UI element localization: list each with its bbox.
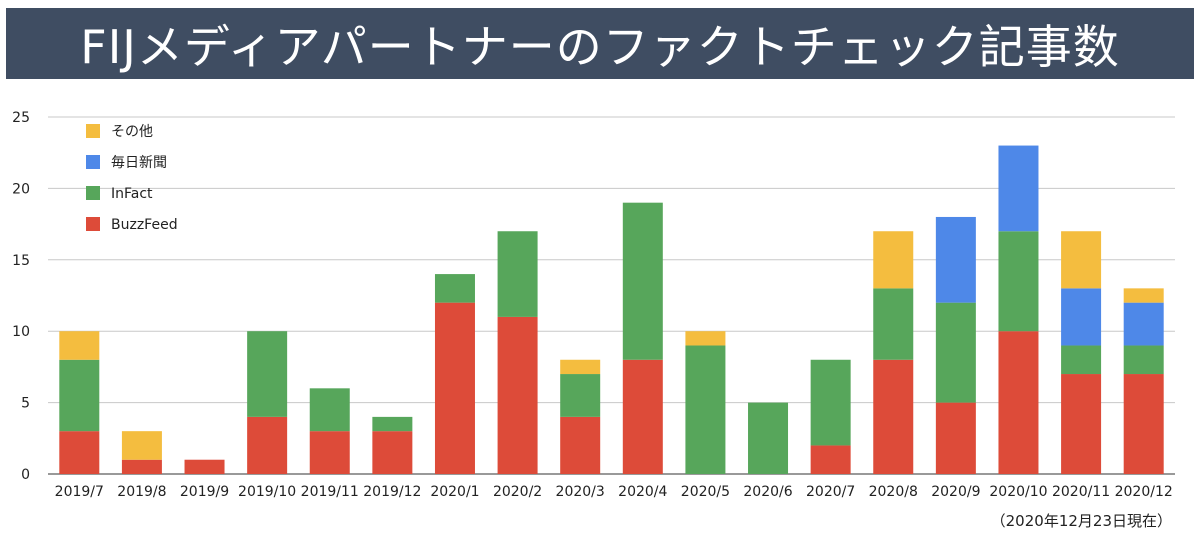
- x-tick-label: 2019/7: [55, 484, 104, 500]
- legend-swatch: [86, 124, 100, 138]
- bar-segment: [998, 331, 1039, 474]
- bar-segment: [309, 431, 350, 474]
- x-tick-label: 2019/10: [238, 484, 296, 500]
- bar-segment: [810, 359, 851, 446]
- y-tick-label: 25: [12, 110, 30, 126]
- chart-title: FIJメディアパートナーのファクトチェック記事数: [80, 19, 1120, 74]
- x-tick-label: 2019/8: [117, 484, 166, 500]
- x-tick-label: 2020/4: [618, 484, 667, 500]
- bar-segment: [873, 288, 914, 360]
- bar-segment: [1061, 288, 1102, 346]
- legend-label: BuzzFeed: [111, 217, 178, 233]
- bar-segment: [998, 231, 1039, 332]
- legend-label: 毎日新聞: [111, 155, 167, 171]
- bar-segment: [560, 359, 601, 375]
- y-tick-label: 5: [21, 396, 30, 412]
- bar-segment: [685, 331, 726, 346]
- bar-segment: [497, 231, 538, 317]
- x-tick-label: 2019/9: [180, 484, 229, 500]
- x-tick-label: 2019/11: [301, 484, 359, 500]
- x-tick-label: 2020/5: [681, 484, 730, 500]
- bar-segment: [247, 416, 288, 474]
- bar-segment: [309, 388, 350, 432]
- bar-segment: [434, 274, 475, 303]
- legend-swatch: [86, 155, 100, 169]
- x-tick-label: 2020/2: [493, 484, 542, 500]
- x-tick-label: 2020/6: [743, 484, 792, 500]
- x-tick-label: 2020/12: [1115, 484, 1173, 500]
- bar-segment: [622, 202, 663, 360]
- footnote: （2020年12月23日現在）: [990, 512, 1172, 530]
- bar-segment: [622, 359, 663, 474]
- bar-segment: [1123, 345, 1164, 375]
- x-tick-label: 2020/11: [1052, 484, 1110, 500]
- bar-segment: [748, 402, 789, 474]
- x-tick-label: 2020/1: [430, 484, 479, 500]
- y-tick-label: 10: [12, 324, 30, 340]
- bar-segment: [560, 374, 601, 417]
- bar-segment: [121, 459, 162, 474]
- bar-segment: [998, 145, 1039, 232]
- bar-segment: [1123, 374, 1164, 474]
- bar-segment: [59, 331, 100, 360]
- legend-label: InFact: [111, 186, 153, 202]
- bar-segment: [873, 359, 914, 474]
- y-tick-label: 0: [21, 467, 30, 483]
- y-tick-label: 15: [12, 253, 30, 269]
- x-tick-label: 2019/12: [363, 484, 421, 500]
- bar-segment: [560, 416, 601, 474]
- x-tick-label: 2020/9: [931, 484, 980, 500]
- bar-segment: [873, 231, 914, 289]
- bar-segment: [59, 359, 100, 432]
- legend-label: その他: [111, 124, 153, 140]
- bar-segment: [685, 345, 726, 474]
- bar-segment: [1123, 288, 1164, 303]
- x-tick-label: 2020/3: [556, 484, 605, 500]
- bar-segment: [935, 302, 976, 403]
- bar-segment: [1061, 231, 1102, 289]
- bar-segment: [1123, 302, 1164, 346]
- x-tick-label: 2020/7: [806, 484, 855, 500]
- bar-segment: [1061, 374, 1102, 474]
- bar-segment: [247, 331, 288, 417]
- bar-segment: [372, 416, 413, 432]
- title-bar: FIJメディアパートナーのファクトチェック記事数: [6, 8, 1194, 79]
- bar-segment: [121, 431, 162, 460]
- y-tick-label: 20: [12, 181, 30, 197]
- bar-segment: [935, 402, 976, 474]
- legend-swatch: [86, 186, 100, 200]
- bar-segment: [935, 216, 976, 303]
- bar-segment: [1061, 345, 1102, 375]
- x-tick-label: 2020/10: [989, 484, 1047, 500]
- bar-segment: [810, 445, 851, 474]
- legend-swatch: [86, 217, 100, 231]
- bar-segment: [497, 316, 538, 474]
- x-tick-label: 2020/8: [869, 484, 918, 500]
- bar-segment: [372, 431, 413, 474]
- bar-segment: [59, 431, 100, 474]
- bar-segment: [184, 459, 225, 474]
- bar-segment: [434, 302, 475, 474]
